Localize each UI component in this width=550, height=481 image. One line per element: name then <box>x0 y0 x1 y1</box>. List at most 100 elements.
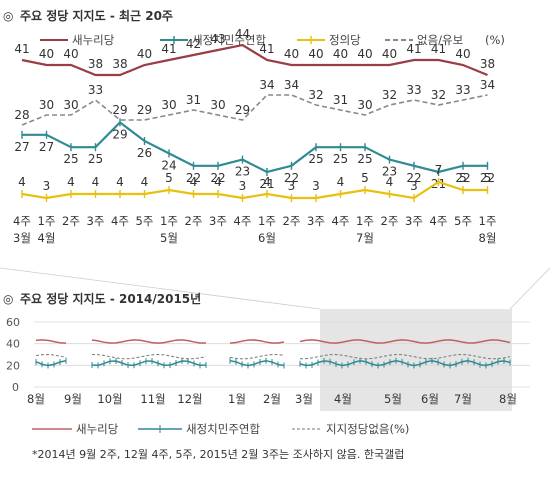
data-label: 4 <box>190 175 198 189</box>
x-tick-label: 2주 <box>62 214 80 228</box>
data-label: 4 <box>263 175 271 189</box>
series-line <box>22 120 488 174</box>
history-series-line <box>35 339 67 344</box>
data-label: 25 <box>308 152 323 166</box>
data-label: 33 <box>455 83 470 97</box>
history-series-line <box>91 339 207 344</box>
x-month-label: 6월 <box>258 231 276 245</box>
history-series-line <box>35 360 67 367</box>
title-bullet-icon: ◎ <box>3 9 13 23</box>
data-label: 22 <box>455 171 470 185</box>
data-label: 4 <box>116 175 124 189</box>
data-label: 5 <box>484 171 492 185</box>
data-label: 22 <box>480 171 495 185</box>
x-tick-label: 5주 <box>136 214 154 228</box>
legend-label: 새정치민주연합 <box>192 33 266 47</box>
history-series-line <box>299 339 511 344</box>
data-label: 22 <box>186 171 201 185</box>
data-label: 40 <box>357 47 372 61</box>
data-label: 38 <box>480 57 495 71</box>
history-series-line <box>229 339 285 344</box>
data-label: 4 <box>386 175 394 189</box>
x-tick-label: 3주 <box>307 214 325 228</box>
data-label: 30 <box>161 98 176 112</box>
data-label: 38 <box>112 57 127 71</box>
highlight-region <box>320 309 512 411</box>
data-label: 38 <box>88 57 103 71</box>
chart1-x-axis: 4주 3월 1주 4월 2주 3주 4주 5주 1주 5월 2주 3주 4주 1주 6월 2주 3주 4주 1주 7월… <box>13 214 496 245</box>
history-series-line <box>299 360 511 367</box>
title-bullet-icon: ◎ <box>3 292 13 306</box>
x-tick-label: 1주 <box>258 214 276 228</box>
x-month-label: 7월 <box>454 392 472 406</box>
data-label: 3 <box>43 179 51 193</box>
data-label: 5 <box>361 171 369 185</box>
x-month-label: 12월 <box>177 392 202 406</box>
data-label: 34 <box>284 78 299 92</box>
x-month-label: 8월 <box>479 231 497 245</box>
x-tick-label: 1주 <box>479 214 497 228</box>
data-label: 29 <box>137 103 152 117</box>
recent-20-weeks-chart: ◎ 주요 정당 지지도 - 최근 20주 새누리당 새정치민주연합 정의당 없음/유보… <box>3 8 505 245</box>
chart1-legend: 새누리당 새정치민주연합 정의당 없음/유보 (%) <box>40 33 505 47</box>
x-tick-label: 2주 <box>381 214 399 228</box>
data-label: 40 <box>333 47 348 61</box>
data-label: 29 <box>112 127 127 141</box>
data-label: 32 <box>382 88 397 102</box>
legend-label: 새누리당 <box>76 422 119 436</box>
data-label: 7 <box>435 163 443 177</box>
legend-unit: (%) <box>485 33 505 47</box>
data-label: 24 <box>161 158 176 172</box>
legend-label: 지지정당없음(%) <box>326 422 409 436</box>
series-line <box>21 94 488 126</box>
data-label: 26 <box>137 146 152 160</box>
y-tick-label: 40 <box>6 338 20 351</box>
data-label: 31 <box>186 93 201 107</box>
data-label: 32 <box>308 88 323 102</box>
data-label: 5 <box>459 171 467 185</box>
series-line <box>21 180 488 200</box>
data-label: 42 <box>186 37 201 51</box>
data-label: 40 <box>284 47 299 61</box>
data-label: 25 <box>63 152 78 166</box>
data-label: 40 <box>137 47 152 61</box>
data-label: 4 <box>92 175 100 189</box>
x-tick-label: 5주 <box>454 214 472 228</box>
data-label: 29 <box>112 103 127 117</box>
data-label: 4 <box>214 175 222 189</box>
data-label: 41 <box>161 42 176 56</box>
x-month-label: 3월 <box>13 231 31 245</box>
data-label: 33 <box>88 83 103 97</box>
data-label: 41 <box>259 42 274 56</box>
legend-label: 새정치민주연합 <box>186 422 260 436</box>
data-label: 4 <box>18 175 26 189</box>
data-label: 22 <box>210 171 225 185</box>
data-label: 33 <box>406 83 421 97</box>
data-label: 30 <box>39 98 54 112</box>
data-label: 40 <box>63 47 78 61</box>
series-line <box>21 43 488 77</box>
data-label: 5 <box>165 171 173 185</box>
x-tick-label: 3주 <box>209 214 227 228</box>
x-tick-label: 4주 <box>430 214 448 228</box>
x-month-label: 4월 <box>334 392 352 406</box>
data-label: 23 <box>235 165 250 179</box>
data-label: 29 <box>235 103 250 117</box>
data-label: 41 <box>406 42 421 56</box>
data-label: 3 <box>239 179 247 193</box>
data-label: 41 <box>14 42 29 56</box>
x-month-label: 8월 <box>499 392 517 406</box>
legend-label: 없음/유보 <box>417 33 463 47</box>
data-label: 40 <box>455 47 470 61</box>
zoom-connector-left <box>0 267 321 310</box>
zoom-connector-right <box>509 267 550 310</box>
data-label: 25 <box>88 152 103 166</box>
data-label: 21 <box>259 177 274 191</box>
legend-label: 새누리당 <box>72 33 115 47</box>
chart2-title: 주요 정당 지지도 - 2014/2015년 <box>20 291 201 306</box>
x-tick-label: 2주 <box>283 214 301 228</box>
x-month-label: 7월 <box>356 231 374 245</box>
data-label: 34 <box>259 78 274 92</box>
data-label: 25 <box>357 152 372 166</box>
history-series-line <box>91 353 207 360</box>
